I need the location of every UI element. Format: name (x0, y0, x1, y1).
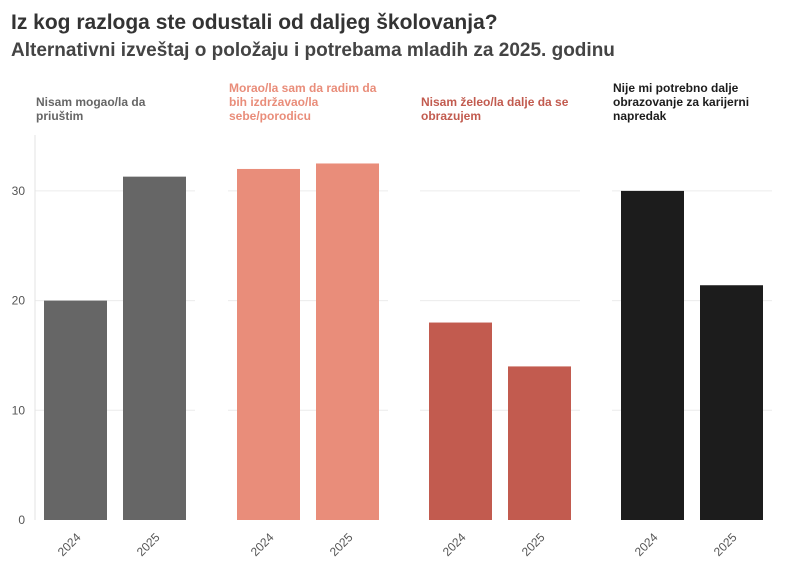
bar (316, 163, 379, 520)
bar (123, 176, 186, 521)
bar (508, 366, 571, 520)
x-tick-label: 2025 (519, 530, 548, 559)
chart-title: Iz kog razloga ste odustali od daljeg šk… (11, 11, 498, 34)
facet-label: Morao/la sam da radim da bih izdržavao/la… (229, 81, 377, 123)
y-tick-label: 10 (12, 403, 26, 417)
bar (429, 322, 492, 520)
bar (621, 190, 684, 520)
x-tick-label: 2025 (711, 530, 740, 559)
y-tick-label: 30 (12, 184, 26, 198)
x-tick-label: 2024 (248, 530, 277, 559)
x-tick-label: 2025 (327, 530, 356, 559)
facet-label: Nisam želeo/la dalje da se obrazujem (421, 95, 569, 123)
x-tick-label: 2024 (440, 530, 469, 559)
x-tick-label: 2024 (55, 530, 84, 559)
x-tick-label: 2024 (632, 530, 661, 559)
y-tick-label: 20 (12, 294, 26, 308)
x-tick-label: 2025 (134, 530, 163, 559)
bar (237, 168, 300, 520)
bar (700, 285, 763, 520)
bar (44, 300, 107, 520)
facet-label: Nije mi potrebno dalje obrazovanje za kar… (613, 81, 749, 123)
chart-subtitle: Alternativni izveštaj o položaju i potre… (11, 40, 615, 61)
facet-label: Nisam mogao/la da priuštim (36, 95, 146, 123)
y-tick-label: 0 (18, 513, 25, 527)
